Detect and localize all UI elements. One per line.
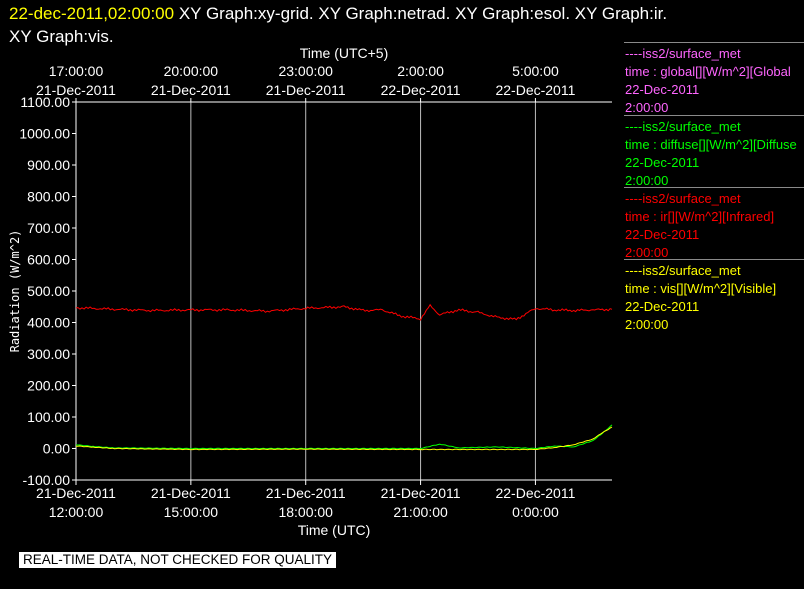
graph-header: 22-dec-2011,02:00:00 XY Graph:xy-grid. X… [9,2,799,48]
legend-source: ----iss2/surface_met [625,46,741,61]
top-tick-date-label: 22-Dec-2011 [381,82,461,98]
chart-axes [72,98,612,485]
x-tick-date-label: 21-Dec-2011 [36,485,116,501]
top-tick-time-label: 17:00:00 [49,63,104,79]
legend-time: 2:00:00 [625,173,669,188]
x-tick-time-label: 15:00:00 [164,504,219,520]
top-tick-date-label: 22-Dec-2011 [495,82,575,98]
top-tick-date-label: 21-Dec-2011 [266,82,346,98]
y-tick-label: 500.00 [27,283,70,299]
legend-time: 2:00:00 [625,100,669,115]
legend-separator [624,187,804,188]
legend-date: 22-Dec-2011 [625,82,700,97]
top-tick-date-label: 21-Dec-2011 [151,82,231,98]
legend-variable: time : global[][W/m^2][Global [625,64,791,79]
legend-variable: time : vis[][W/m^2][Visible] [625,281,777,296]
legend-date: 22-Dec-2011 [625,227,700,242]
series-line-ir [75,303,613,321]
x-tick-time-label: 18:00:00 [278,504,333,520]
y-tick-label: 600.00 [27,252,70,268]
graph-list-continued: XY Graph:vis. [9,27,114,46]
y-tick-label: 900.00 [27,157,70,173]
legend-time: 2:00:00 [625,317,669,332]
y-tick-label: 0.00 [43,441,70,457]
y-tick-label: 1100.00 [20,94,70,110]
x-tick-date-label: 21-Dec-2011 [266,485,346,501]
y-axis-title: Radiation (W/m^2) [8,230,22,353]
top-tick-time-label: 2:00:00 [397,63,444,79]
timestamp: 22-dec-2011,02:00:00 [9,4,175,23]
legend-source: ----iss2/surface_met [625,263,741,278]
legend-separator [624,115,804,116]
y-tick-label: 200.00 [27,378,70,394]
x-tick-date-label: 21-Dec-2011 [381,485,461,501]
legend-date: 22-Dec-2011 [625,155,700,170]
y-tick-label: -100.00 [23,472,71,488]
legend-variable: time : diffuse[][W/m^2][Diffuse [625,137,797,152]
y-tick-label: 800.00 [27,189,70,205]
x-axis-title: Time (UTC) [298,522,371,538]
legend-date: 22-Dec-2011 [625,299,700,314]
legend-source: ----iss2/surface_met [625,119,741,134]
series-lines [75,303,613,451]
legend-variable: time : ir[][W/m^2][Infrared] [625,209,775,224]
legend-source: ----iss2/surface_met [625,191,741,206]
x-tick-time-label: 21:00:00 [393,504,448,520]
x-tick-date-label: 22-Dec-2011 [495,485,575,501]
series-line-vis [76,426,613,451]
top-tick-date-label: 21-Dec-2011 [36,82,116,98]
graph-list: XY Graph:xy-grid. XY Graph:netrad. XY Gr… [178,4,668,23]
legend-time: 2:00:00 [625,245,669,260]
x-tick-time-label: 0:00:00 [512,504,559,520]
y-tick-label: 100.00 [27,409,70,425]
legend-separator [624,259,804,260]
quality-notice: REAL-TIME DATA, NOT CHECKED FOR QUALITY [19,552,337,568]
top-axis-title: Time (UTC+5) [300,45,389,61]
y-tick-label: 1000.00 [19,126,70,142]
top-tick-time-label: 20:00:00 [164,63,219,79]
x-tick-date-label: 21-Dec-2011 [151,485,231,501]
y-tick-label: 300.00 [27,346,70,362]
top-tick-time-label: 23:00:00 [278,63,333,79]
axis-labels: 1100.00 1000.00 900.00 800.00 700.00 600.00 50… [8,45,576,538]
y-tick-label: 700.00 [27,220,70,236]
series-line-diffuse [75,424,613,450]
legend-separator [624,42,804,43]
x-tick-time-label: 12:00:00 [49,504,104,520]
top-tick-time-label: 5:00:00 [512,63,559,79]
y-tick-label: 400.00 [27,315,70,331]
vertical-grid [190,102,536,480]
